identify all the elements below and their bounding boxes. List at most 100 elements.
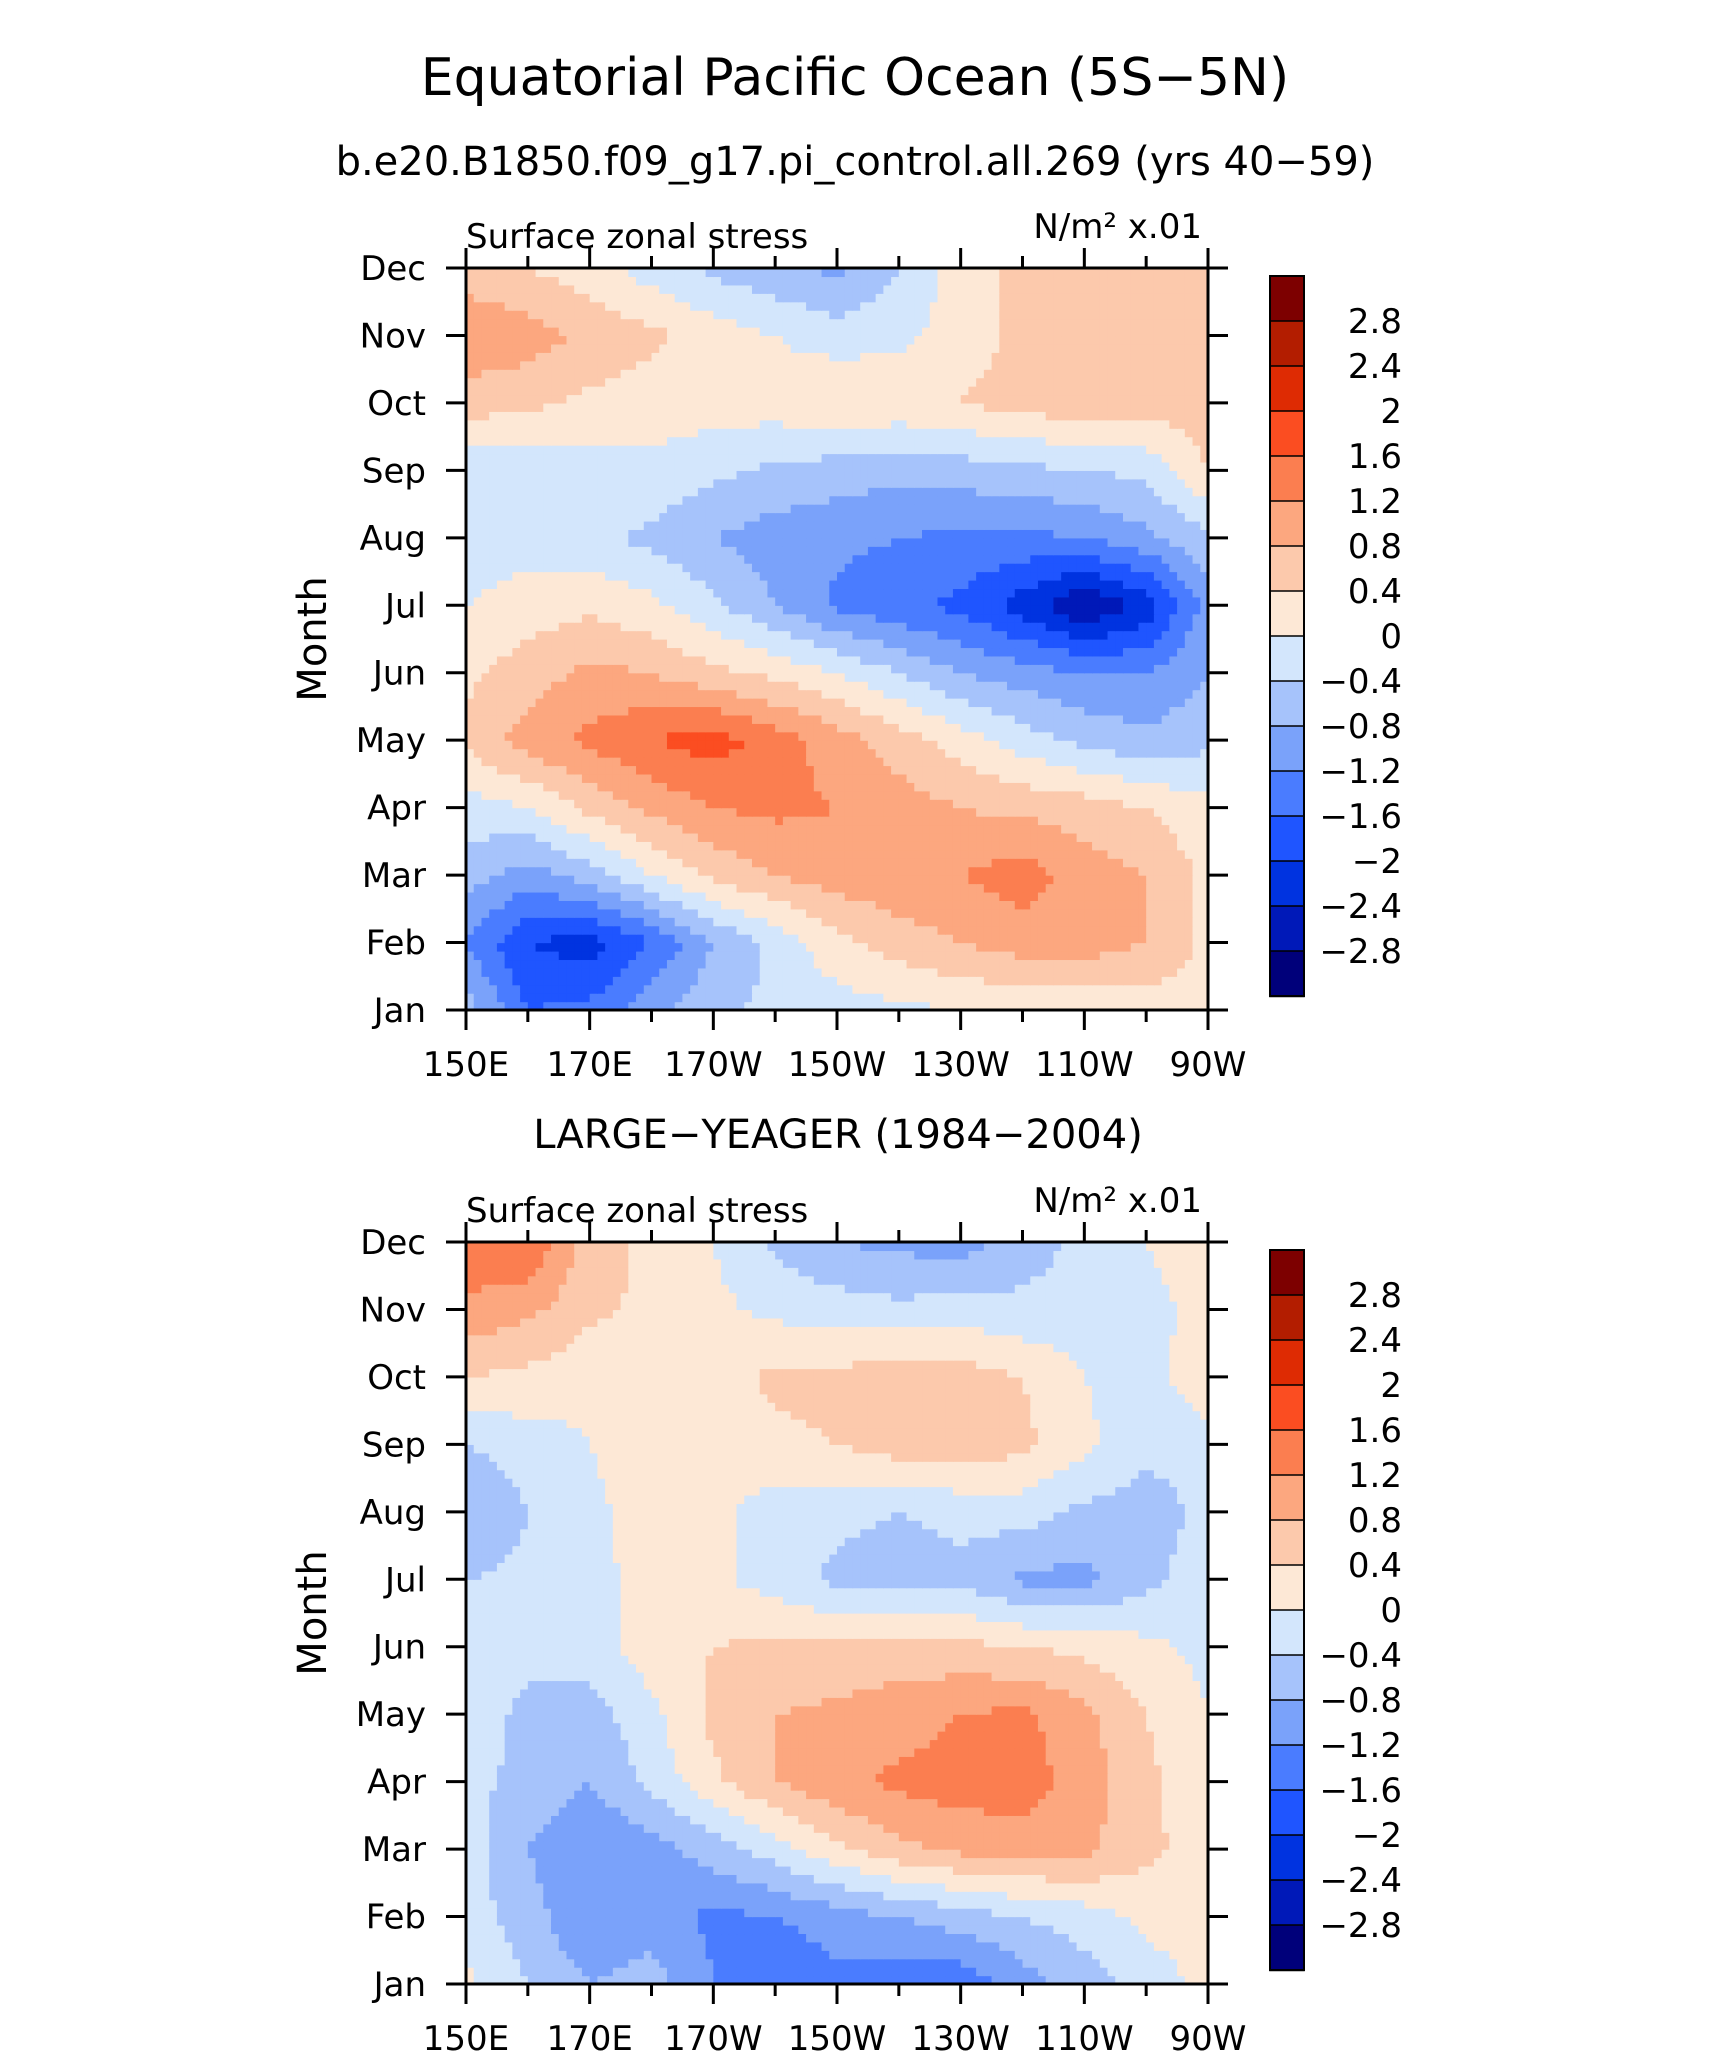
contour-cell [759,875,769,885]
contour-cell [860,942,869,952]
contour-cell [628,841,637,851]
contour-cell [922,858,931,868]
contour-cell [566,773,575,783]
contour-cell [968,875,977,885]
contour-cell [496,950,506,961]
contour-cell [1045,866,1055,876]
contour-cell [659,959,668,969]
contour-cell [922,714,931,724]
contour-cell [1099,841,1109,851]
contour-cell [1192,790,1201,800]
contour-cell [574,925,583,935]
contour-cell [512,664,521,674]
contour-cell [697,731,707,741]
contour-cell [1200,664,1209,674]
contour-cell [1045,883,1055,893]
contour-cell [898,706,908,716]
contour-cell [504,891,513,901]
contour-cell [697,571,707,581]
contour-cell [1107,639,1116,649]
contour-cell [736,639,745,649]
contour-cell [929,579,939,590]
contour-cell [1022,706,1031,716]
contour-cell [1200,832,1209,842]
contour-cell [891,1001,900,1011]
contour-cell [744,588,753,598]
contour-cell [697,630,707,640]
contour-cell [1115,630,1124,640]
contour-cell [1068,816,1078,826]
contour-cell [581,622,591,632]
contour-cell [1084,1001,1093,1011]
contour-cell [976,622,985,632]
contour-cell [1122,723,1132,733]
contour-cell [1014,647,1024,657]
contour-cell [775,891,784,901]
contour-cell [898,841,908,851]
contour-cell [1076,714,1085,724]
contour-cell [937,917,946,927]
contour-cell [1037,588,1047,598]
contour-cell [1068,596,1078,606]
contour-cell [721,773,730,783]
contour-cell [551,613,560,623]
contour-cell [1169,689,1178,699]
contour-cell [1138,984,1147,994]
contour-cell [775,689,784,699]
contour-cell [929,984,939,994]
contour-cell [1007,698,1016,708]
contour-cell [690,579,699,590]
contour-cell [1007,790,1016,800]
contour-cell [1037,841,1047,851]
contour-cell [589,588,598,598]
contour-cell [651,908,660,918]
contour-cell [976,950,985,961]
contour-cell [512,571,521,581]
contour-cell [713,942,722,952]
contour-cell [1037,917,1047,927]
contour-cell [659,647,668,657]
contour-cell [1014,579,1024,590]
contour-cell [643,816,653,826]
contour-cell [481,993,490,1003]
contour-cell [520,807,529,817]
contour-cell [1030,917,1039,927]
contour-cell [883,917,892,927]
contour-cell [991,841,1000,851]
contour-cell [736,950,745,961]
contour-cell [721,824,730,834]
contour-cell [574,976,583,986]
contour-cell [775,807,784,817]
contour-cell [945,934,954,944]
contour-cell [922,605,931,615]
contour-cell [1200,959,1209,969]
contour-cell [983,866,993,876]
contour-cell [466,782,475,792]
contour-cell [1045,917,1055,927]
contour-cell [1153,967,1163,977]
contour-cell [945,706,954,716]
contour-cell [481,824,490,834]
contour-cell [566,613,575,623]
contour-cell [566,942,575,952]
contour-cell [643,875,653,885]
contour-cell [682,647,691,657]
contour-cell [512,588,521,598]
contour-cell [744,900,753,910]
contour-cell [829,908,838,918]
contour-cell [612,976,622,986]
contour-cell [798,571,807,581]
contour-cell [767,942,776,952]
contour-cell [589,917,598,927]
contour-cell [543,622,552,632]
contour-cell [473,875,483,885]
contour-cell [759,765,769,775]
contour-cell [782,714,792,724]
contour-cell [790,613,799,623]
contour-cell [945,807,954,817]
contour-cell [520,773,529,783]
contour-cell [1022,655,1031,665]
contour-cell [1007,875,1016,885]
contour-cell [860,976,869,986]
contour-cell [844,714,854,724]
